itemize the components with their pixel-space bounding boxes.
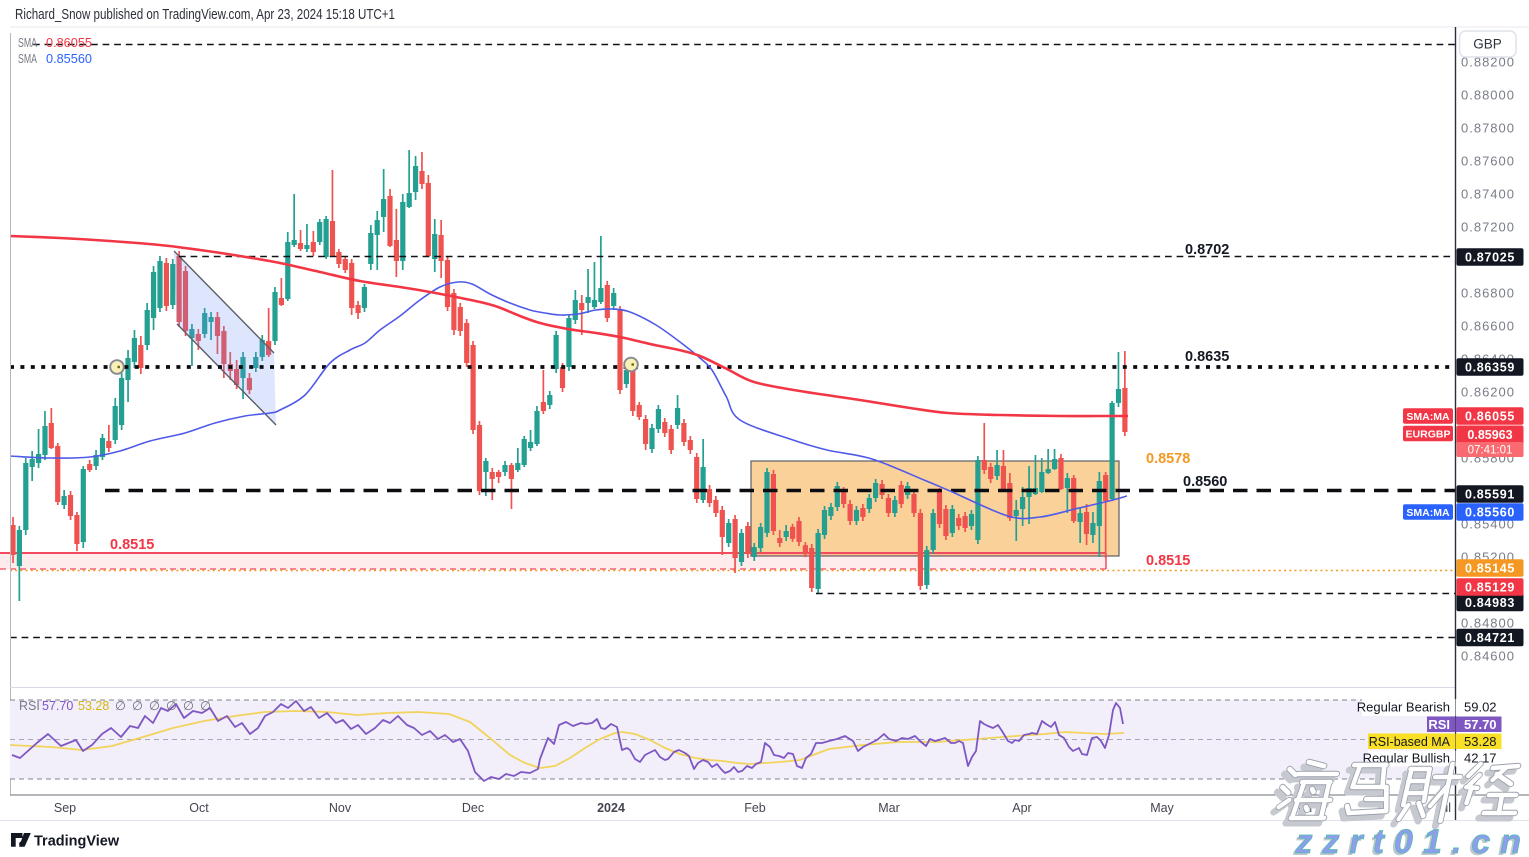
svg-text:TradingView: TradingView: [34, 834, 120, 850]
svg-text:53.28: 53.28: [78, 699, 109, 713]
svg-text:∅: ∅: [149, 699, 160, 713]
svg-text:RSI: RSI: [19, 699, 40, 713]
svg-text:0.85560: 0.85560: [1465, 506, 1515, 520]
svg-text:59.02: 59.02: [1464, 700, 1497, 715]
svg-text:Oct: Oct: [189, 801, 209, 815]
svg-text:RSI: RSI: [1428, 717, 1450, 732]
svg-text:0.86359: 0.86359: [1465, 361, 1515, 375]
svg-text:0.8515: 0.8515: [110, 537, 154, 553]
svg-text:0.84983: 0.84983: [1465, 596, 1515, 610]
svg-text:zzrt01.cn: zzrt01.cn: [1295, 823, 1529, 857]
svg-text:0.85591: 0.85591: [1465, 488, 1515, 502]
svg-text:0.87400: 0.87400: [1461, 187, 1515, 202]
svg-text:0.85129: 0.85129: [1465, 581, 1515, 595]
svg-text:∅: ∅: [183, 699, 194, 713]
svg-text:0.85145: 0.85145: [1465, 562, 1515, 576]
svg-text:SMA: SMA: [18, 52, 37, 66]
svg-text:Richard_Snow published on Trad: Richard_Snow published on TradingView.co…: [15, 7, 395, 23]
svg-text:07:41:01: 07:41:01: [1468, 445, 1513, 457]
svg-text:0.87200: 0.87200: [1461, 220, 1515, 235]
svg-text:Mar: Mar: [878, 801, 900, 815]
svg-text:0.8560: 0.8560: [1183, 474, 1227, 490]
svg-text:RSI-based MA: RSI-based MA: [1369, 735, 1451, 749]
svg-text:Feb: Feb: [744, 801, 766, 815]
svg-text:Regular Bullish: Regular Bullish: [1363, 751, 1450, 766]
svg-text:0.87600: 0.87600: [1461, 154, 1515, 169]
svg-text:∅: ∅: [132, 699, 143, 713]
svg-text:57.70: 57.70: [42, 699, 73, 713]
svg-text:∅: ∅: [115, 699, 126, 713]
svg-text:0.85963: 0.85963: [1467, 428, 1512, 442]
svg-text:Regular Bearish: Regular Bearish: [1357, 700, 1450, 715]
svg-text:0.84800: 0.84800: [1461, 616, 1515, 631]
svg-text:2024: 2024: [597, 801, 625, 815]
svg-text:0.8635: 0.8635: [1185, 349, 1229, 365]
svg-text:0.86800: 0.86800: [1461, 286, 1515, 301]
svg-text:EURGBP: EURGBP: [1406, 428, 1451, 440]
svg-text:0.8702: 0.8702: [1185, 242, 1229, 258]
svg-text:0.86200: 0.86200: [1461, 385, 1515, 400]
svg-text:Apr: Apr: [1012, 801, 1031, 815]
svg-text:57.70: 57.70: [1464, 717, 1497, 732]
svg-text:0.86055: 0.86055: [46, 35, 92, 50]
svg-text:Sep: Sep: [54, 801, 76, 815]
svg-text:Dec: Dec: [462, 801, 484, 815]
svg-text:0.86055: 0.86055: [1465, 410, 1515, 424]
svg-text:SMA: SMA: [18, 36, 37, 50]
svg-text:SMA:MA: SMA:MA: [1406, 507, 1450, 519]
svg-text:0.86600: 0.86600: [1461, 319, 1515, 334]
svg-text:0.8515: 0.8515: [1146, 553, 1190, 569]
svg-text:zzrt01.cn: zzrt01.cn: [1292, 825, 1529, 857]
svg-text:GBP: GBP: [1473, 37, 1502, 52]
svg-text:May: May: [1150, 801, 1174, 815]
svg-text:0.88000: 0.88000: [1461, 88, 1515, 103]
svg-text:0.84600: 0.84600: [1461, 649, 1515, 664]
svg-text:0.84721: 0.84721: [1465, 631, 1515, 645]
svg-text:SMA:MA: SMA:MA: [1406, 411, 1450, 423]
svg-text:0.85560: 0.85560: [46, 51, 92, 66]
svg-text:0.8578: 0.8578: [1146, 451, 1190, 467]
svg-text:42.17: 42.17: [1464, 751, 1497, 766]
svg-text:∅: ∅: [200, 699, 211, 713]
svg-text:0.87800: 0.87800: [1461, 121, 1515, 136]
svg-text:0.87025: 0.87025: [1465, 251, 1515, 265]
svg-text:Nov: Nov: [329, 801, 352, 815]
svg-text:∅: ∅: [166, 699, 177, 713]
svg-text:0.88200: 0.88200: [1461, 55, 1515, 70]
svg-text:53.28: 53.28: [1464, 734, 1497, 749]
